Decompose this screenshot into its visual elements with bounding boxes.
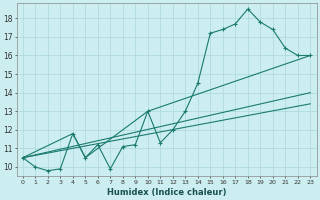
X-axis label: Humidex (Indice chaleur): Humidex (Indice chaleur) — [107, 188, 226, 197]
